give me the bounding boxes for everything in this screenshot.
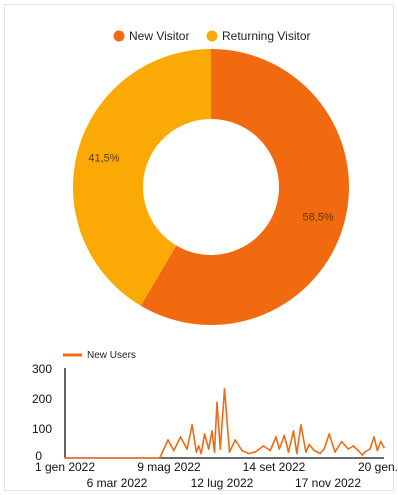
data-point-new-users (213, 451, 216, 453)
data-point-new-users (373, 436, 375, 438)
data-point-new-users (369, 448, 371, 450)
slice-value-label-returning-visitor: 41,5% (88, 153, 119, 165)
data-point-new-users (219, 448, 222, 450)
data-point-new-users (361, 454, 364, 456)
data-point-new-users (275, 436, 277, 438)
donut-slice-new-visitor[interactable] (140, 49, 349, 325)
data-point-new-users (295, 452, 298, 455)
data-point-new-users (283, 434, 286, 437)
data-point-new-users (305, 451, 307, 453)
data-point-new-users (262, 445, 265, 447)
data-point-new-users (292, 430, 295, 432)
data-point-new-users (197, 445, 200, 447)
data-point-new-users (323, 448, 326, 450)
line-legend: New Users (63, 350, 136, 361)
data-point-new-users (357, 449, 360, 452)
data-point-new-users (167, 439, 169, 441)
data-point-new-users (278, 448, 281, 450)
data-point-new-users (287, 451, 290, 453)
data-point-new-users (211, 430, 213, 432)
x-tick-label-12-lug-2022: 12 lug 2022 (191, 476, 254, 490)
legend-label-returning-visitor: Returning Visitor (222, 29, 311, 43)
data-point-new-users (172, 449, 175, 452)
legend-label-new-users: New Users (87, 350, 136, 361)
legend-label-new-visitor: New Visitor (129, 29, 189, 43)
donut-chart: 58,5% 41,5% (73, 49, 349, 325)
slice-value-label-new-visitor: 58,5% (302, 211, 333, 223)
data-point-new-users (308, 443, 311, 446)
legend-marker-returning-visitor (206, 30, 218, 42)
data-point-new-users (352, 445, 355, 447)
data-point-new-users (379, 440, 382, 443)
data-point-new-users (254, 451, 257, 453)
data-point-new-users (179, 436, 182, 438)
data-point-new-users (223, 388, 226, 390)
y-tick-label-300: 300 (32, 362, 52, 376)
y-tick-label-0: 0 (35, 449, 42, 463)
data-point-new-users (300, 424, 302, 426)
data-point-new-users (383, 446, 385, 449)
data-point-new-users (186, 448, 189, 450)
data-point-new-users (228, 451, 231, 453)
data-point-new-users (216, 401, 218, 404)
legend-marker-new-visitor (113, 30, 125, 42)
x-tick-label-14-set-2022: 14 set 2022 (243, 460, 306, 474)
y-tick-label-100: 100 (32, 422, 52, 436)
data-point-new-users (376, 449, 379, 452)
data-point-new-users (340, 440, 343, 443)
data-point-new-users (200, 452, 203, 455)
donut-legend: New Visitor Returning Visitor (113, 29, 311, 43)
line-chart-axes: 300 200 100 0 1 gen 2022 6 mar 2022 9 ma… (32, 362, 398, 490)
data-point-new-users (347, 448, 350, 450)
data-point-new-users (364, 451, 366, 453)
data-point-new-users (328, 433, 331, 435)
data-point-new-users (319, 452, 321, 455)
donut-slice-returning-visitor[interactable] (73, 49, 212, 306)
data-point-new-users (203, 433, 206, 435)
data-point-new-users (158, 457, 161, 459)
series-points-new-users (64, 388, 385, 459)
data-point-new-users (234, 439, 237, 441)
data-point-new-users (207, 448, 210, 450)
data-point-new-users (247, 452, 250, 455)
x-tick-label-1-gen-2022: 1 gen 2022 (35, 460, 95, 474)
series-line-new-users (65, 388, 385, 459)
x-tick-label-20-gen: 20 gen. (358, 460, 398, 474)
y-tick-label-200: 200 (32, 392, 52, 406)
x-tick-label-9-mag-2022: 9 mag 2022 (137, 460, 201, 474)
data-point-new-users (191, 424, 194, 426)
data-point-new-users (313, 449, 316, 452)
data-point-new-users (195, 451, 198, 453)
x-tick-label-17-nov-2022: 17 nov 2022 (295, 476, 361, 490)
x-tick-label-6-mar-2022: 6 mar 2022 (87, 476, 148, 490)
data-point-new-users (241, 449, 243, 452)
data-point-new-users (334, 451, 336, 453)
data-point-new-users (64, 457, 66, 459)
data-point-new-users (269, 449, 272, 452)
